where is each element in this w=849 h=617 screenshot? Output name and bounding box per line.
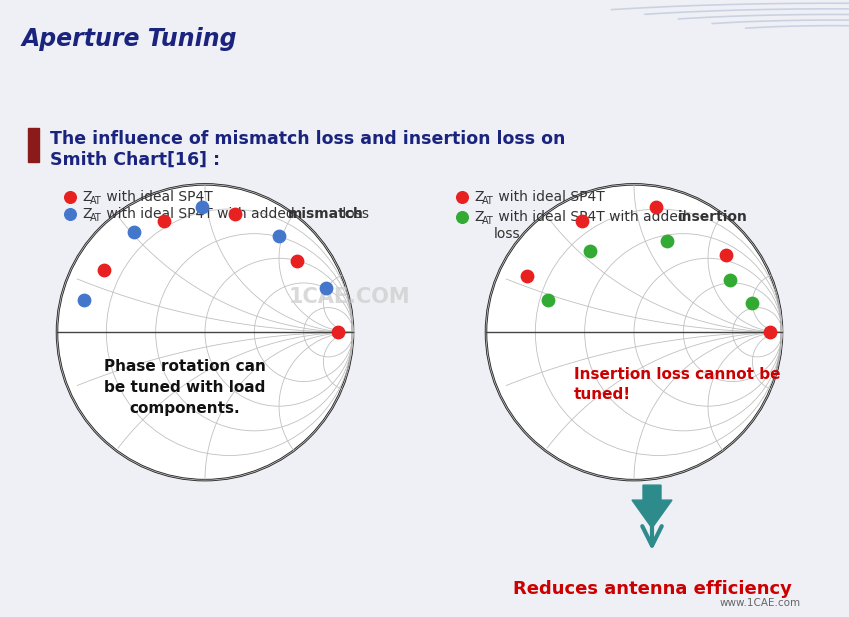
Text: with ideal SP4T: with ideal SP4T [102,191,213,204]
FancyArrow shape [632,485,672,528]
Point [455,193,469,202]
Point [127,227,141,237]
Point [195,202,209,212]
Point [723,276,737,286]
Point [319,283,333,293]
Point [582,246,596,256]
Text: mismatch: mismatch [288,207,364,222]
Text: Insertion loss cannot be: Insertion loss cannot be [574,366,780,382]
Text: with ideal SP4T: with ideal SP4T [494,191,604,204]
Point [719,251,733,260]
Point [455,212,469,222]
Point [660,236,673,246]
Text: AT: AT [482,196,494,206]
Text: AT: AT [482,217,494,226]
Circle shape [57,184,353,480]
Text: Z: Z [474,210,483,225]
Point [331,327,345,337]
Point [63,193,76,202]
Text: tuned!: tuned! [574,387,631,402]
Point [576,217,589,226]
Point [157,217,171,226]
Point [520,271,534,281]
Text: Smith Chart[16] :: Smith Chart[16] : [50,151,220,168]
Text: www.1CAE.com: www.1CAE.com [719,598,801,608]
Point [290,256,304,266]
Point [745,298,759,308]
Text: 1CAE.COM: 1CAE.COM [290,288,411,307]
Text: with ideal SP4T with added: with ideal SP4T with added [494,210,691,225]
Point [273,231,286,241]
Point [542,295,555,305]
Text: insertion: insertion [678,210,748,225]
Point [763,327,777,337]
Text: Reduces antenna efficiency: Reduces antenna efficiency [513,580,791,598]
Text: Z: Z [82,207,92,222]
Circle shape [486,184,782,480]
Text: Z: Z [474,191,483,204]
Point [98,265,111,275]
Text: Phase rotation can
be tuned with load
components.: Phase rotation can be tuned with load co… [104,358,266,416]
Bar [28,128,39,162]
Point [228,209,241,219]
Text: The influence of mismatch loss and insertion loss on: The influence of mismatch loss and inser… [50,130,565,149]
Point [63,209,76,219]
Text: AT: AT [90,196,102,206]
Point [649,202,663,212]
Text: AT: AT [90,213,102,223]
Text: loss: loss [494,227,520,241]
Text: Aperture Tuning: Aperture Tuning [21,27,237,51]
Text: loss: loss [338,207,369,222]
Text: with ideal SP4T with added: with ideal SP4T with added [102,207,299,222]
Point [77,295,91,305]
Text: Z: Z [82,191,92,204]
